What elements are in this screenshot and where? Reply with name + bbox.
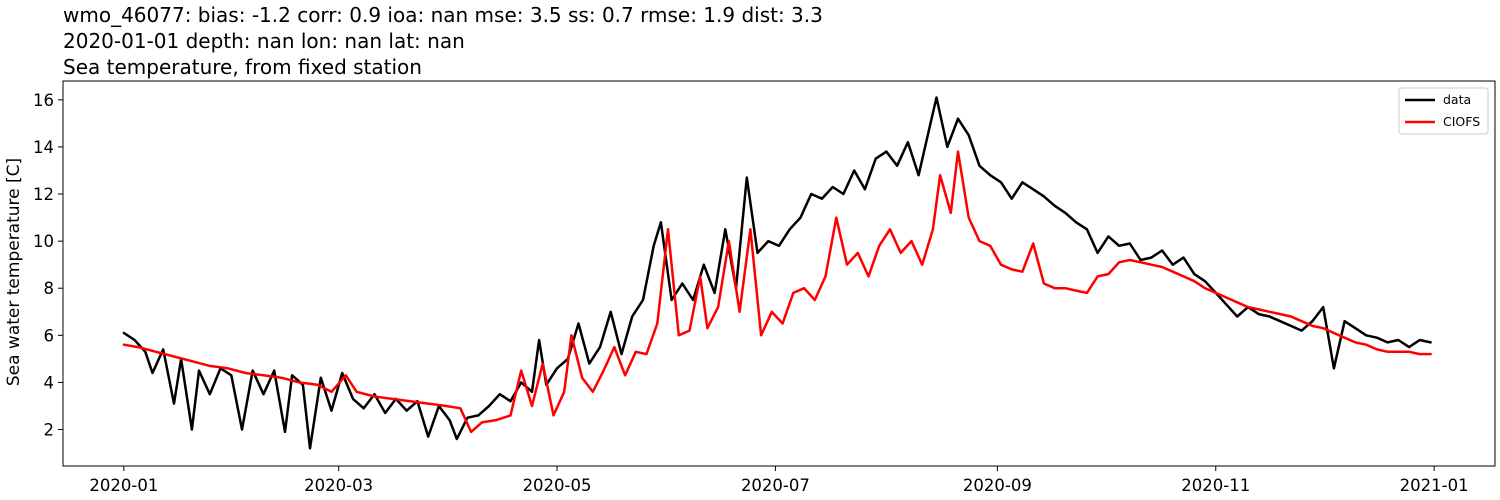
y-tick-label: 10 bbox=[33, 232, 54, 251]
chart-title-line-3: Sea temperature, from fixed station bbox=[63, 55, 422, 79]
x-tick-label: 2021-01 bbox=[1400, 476, 1469, 495]
y-tick-label: 12 bbox=[33, 185, 54, 204]
y-tick-label: 16 bbox=[33, 91, 54, 110]
x-axis: 2020-01 2020-03 2020-05 2020-07 2020-09 2020-… bbox=[89, 466, 1469, 495]
legend-label-data: data bbox=[1443, 92, 1471, 107]
x-tick-label: 2020-11 bbox=[1181, 476, 1250, 495]
y-axis: 2 4 6 8 10 12 14 16 bbox=[33, 91, 63, 440]
y-tick-label: 2 bbox=[44, 421, 55, 440]
x-tick-label: 2020-03 bbox=[304, 476, 373, 495]
legend-label-ciofs: CIOFS bbox=[1443, 114, 1480, 129]
y-tick-label: 8 bbox=[44, 279, 55, 298]
series-layer bbox=[122, 96, 1432, 450]
x-tick-label: 2020-05 bbox=[523, 476, 592, 495]
chart-title-block: wmo_46077: bias: -1.2 corr: 0.9 ioa: nan… bbox=[63, 3, 823, 79]
y-tick-label: 14 bbox=[33, 138, 54, 157]
plot-area bbox=[62, 80, 1496, 467]
series-line-ciofs bbox=[122, 150, 1432, 434]
y-axis-label: Sea water temperature [C] bbox=[4, 158, 24, 386]
chart-title-line-2: 2020-01-01 depth: nan lon: nan lat: nan bbox=[63, 29, 465, 53]
y-tick-label: 4 bbox=[44, 373, 55, 392]
x-tick-label: 2020-07 bbox=[741, 476, 810, 495]
series-line-data bbox=[122, 96, 1432, 450]
x-tick-label: 2020-09 bbox=[963, 476, 1032, 495]
legend: data CIOFS bbox=[1398, 87, 1489, 135]
y-tick-label: 6 bbox=[44, 326, 55, 345]
chart-title-line-1: wmo_46077: bias: -1.2 corr: 0.9 ioa: nan… bbox=[63, 3, 823, 27]
x-tick-label: 2020-01 bbox=[89, 476, 158, 495]
plot-frame bbox=[62, 80, 1496, 467]
